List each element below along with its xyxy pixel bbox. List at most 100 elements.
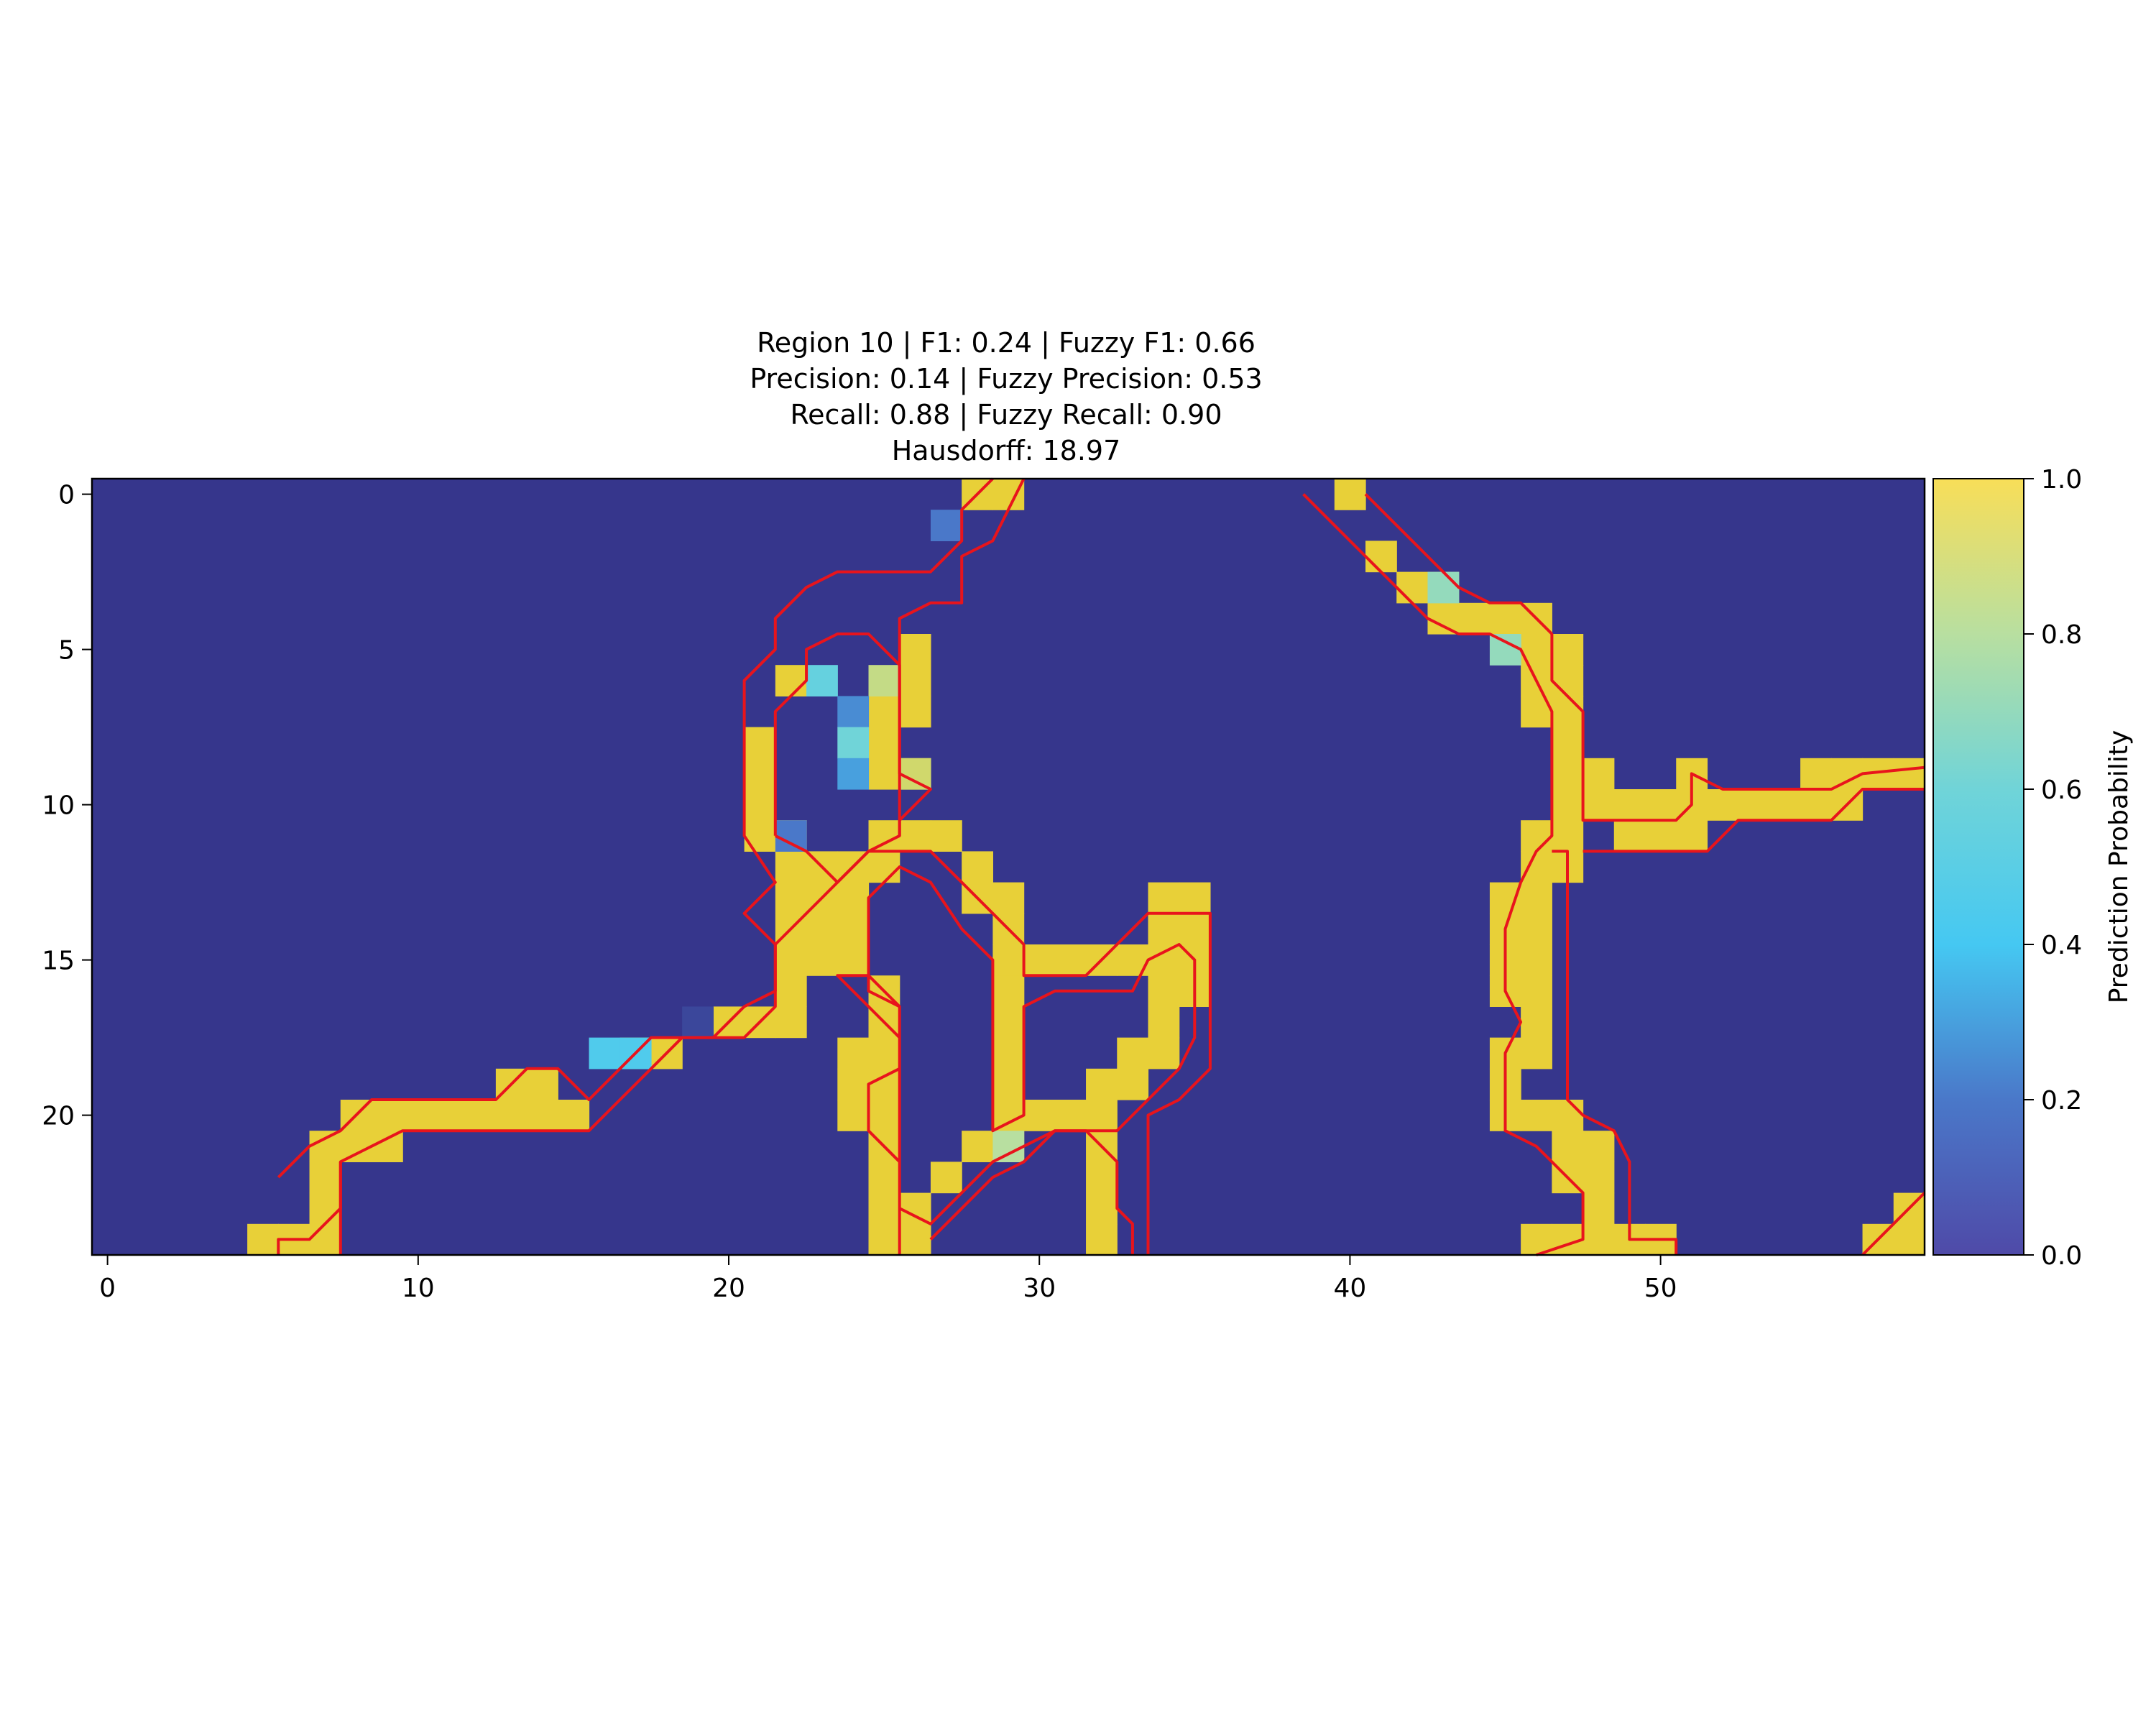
heatmap-cell <box>1521 851 1552 883</box>
heatmap-cell <box>1148 1006 1180 1039</box>
heatmap-cell <box>433 1100 466 1131</box>
heatmap-cell <box>558 1100 590 1131</box>
outline-path <box>277 850 1212 1255</box>
heatmap-cell <box>1148 975 1180 1007</box>
heatmap-cell <box>868 696 900 728</box>
heatmap-cell <box>899 1223 931 1256</box>
heatmap-cell <box>1893 758 1925 790</box>
outline-path <box>898 478 1026 836</box>
heatmap-cell <box>837 913 870 945</box>
heatmap-cell <box>992 975 1025 1007</box>
heatmap-cell <box>1148 882 1180 914</box>
heatmap-cell <box>744 758 776 790</box>
heatmap-cell <box>806 944 838 976</box>
heatmap-cell <box>1583 1192 1615 1225</box>
heatmap-cell <box>1800 758 1832 790</box>
heatmap-cell <box>1521 882 1552 914</box>
colorbar-tick-label: 1.0 <box>2041 465 2082 494</box>
colorbar: 0.0 0.2 0.4 0.6 0.8 1.0 Prediction Probabilit… <box>1932 465 2134 1271</box>
heatmap-cell <box>1552 727 1584 759</box>
heatmap-cell <box>1148 944 1180 976</box>
heatmap-cell <box>899 634 931 666</box>
heatmap-cell <box>868 758 900 790</box>
heatmap-cell <box>1583 1223 1615 1256</box>
heatmap-cell <box>868 1100 900 1131</box>
heatmap-cell <box>1148 1037 1180 1070</box>
heatmap-cell <box>992 1100 1025 1131</box>
heatmap-cell <box>899 758 931 790</box>
heatmap-cell <box>527 1100 558 1131</box>
heatmap-cell <box>309 1223 341 1256</box>
heatmap-cell <box>1054 944 1087 976</box>
heatmap-cell <box>371 1100 403 1131</box>
heatmap-cell <box>1086 1162 1118 1194</box>
heatmap-cell <box>1583 1162 1615 1194</box>
y-tick-label: 10 <box>42 791 75 821</box>
heatmap-cell <box>1023 944 1056 976</box>
title-line-1: Region 10 | F1: 0.24 | Fuzzy F1: 0.66 <box>757 327 1256 359</box>
heatmap-cell <box>1552 758 1584 790</box>
heatmap-cell <box>744 820 776 852</box>
x-tick-label: 20 <box>712 1274 745 1303</box>
heatmap-cell <box>1521 1100 1552 1131</box>
heatmap-cell <box>930 510 962 541</box>
heatmap-cell <box>868 1223 900 1256</box>
heatmap-cell <box>1117 1037 1149 1070</box>
colorbar-tick-label: 0.0 <box>2041 1241 2082 1271</box>
outline-path <box>1302 493 1585 1256</box>
heatmap-cell <box>899 665 931 696</box>
colorbar-ticks: 0.0 0.2 0.4 0.6 0.8 1.0 <box>2024 465 2082 1271</box>
heatmap-cell <box>962 1131 993 1162</box>
heatmap-cell <box>775 820 807 852</box>
heatmap-cell <box>868 1037 900 1070</box>
title-line-3: Recall: 0.88 | Fuzzy Recall: 0.90 <box>790 399 1222 431</box>
heatmap-cell <box>1613 820 1646 852</box>
ground-truth-outlines <box>277 477 1926 1256</box>
heatmap-cell <box>868 1068 900 1100</box>
heatmap-cell <box>1086 1223 1118 1256</box>
heatmap-cell <box>837 727 870 759</box>
heatmap-cell <box>868 727 900 759</box>
heatmap-cell <box>371 1131 403 1162</box>
heatmap-cell <box>992 944 1025 976</box>
heatmap-cell <box>868 1162 900 1194</box>
heatmap-cell <box>1521 975 1552 1007</box>
heatmap-cell <box>495 1100 528 1131</box>
heatmap-cell <box>682 1006 714 1039</box>
heatmap-cell <box>1396 571 1429 604</box>
heatmap-cell <box>1583 758 1615 790</box>
heatmap-cell <box>309 1192 341 1225</box>
colorbar-tick-label: 0.6 <box>2041 776 2082 805</box>
heatmap-cell <box>1148 913 1180 945</box>
heatmap-cell <box>992 1006 1025 1039</box>
heatmap-cell <box>992 1037 1025 1070</box>
outline-path <box>773 632 901 884</box>
heatmap-cell <box>837 944 870 976</box>
heatmap-cell <box>1365 540 1397 573</box>
outline-path <box>836 974 1134 1255</box>
heatmap-cell <box>744 789 776 821</box>
heatmap-cell <box>1521 944 1552 976</box>
heatmap-cell <box>1552 820 1584 852</box>
heatmap-cell <box>1054 1100 1087 1131</box>
x-tick-label: 50 <box>1644 1274 1677 1303</box>
heatmap-cell <box>837 1068 870 1100</box>
heatmap-cell <box>1086 1100 1118 1131</box>
heatmap-cell <box>992 882 1025 914</box>
heatmap-cell <box>775 851 807 883</box>
heatmap-cell <box>1086 1192 1118 1225</box>
heatmap-cell <box>992 479 1025 510</box>
heatmap-cell <box>868 820 900 852</box>
heatmap-cell <box>589 1037 621 1070</box>
heatmap-cell <box>1707 789 1739 821</box>
heatmap-cell <box>1552 1100 1584 1131</box>
heatmap-cell <box>837 882 870 914</box>
heatmap-cell <box>1552 696 1584 728</box>
title-line-2: Precision: 0.14 | Fuzzy Precision: 0.53 <box>750 363 1262 395</box>
heatmap-cell <box>1831 758 1864 790</box>
heatmap-cell <box>309 1131 341 1162</box>
y-tick-label: 20 <box>42 1102 75 1131</box>
heatmap-cell <box>1521 820 1552 852</box>
